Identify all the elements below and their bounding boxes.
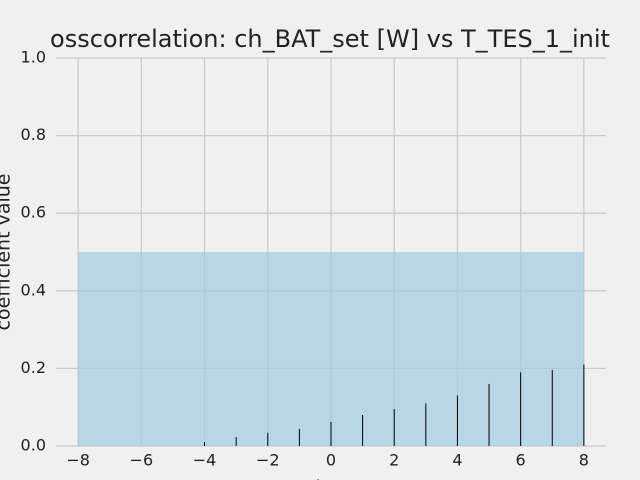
y-tick-label: 0.2: [21, 358, 46, 377]
x-tick-label: 6: [516, 451, 526, 470]
x-tick-label: 8: [579, 451, 589, 470]
x-tick-label: 2: [389, 451, 399, 470]
y-tick-label: 0.6: [21, 203, 46, 222]
y-tick-label: 0.4: [21, 280, 46, 299]
x-tick-label: 0: [326, 451, 336, 470]
chart-title: osscorrelation: ch_BAT_set [W] vs T_TES_…: [50, 25, 610, 53]
confidence-band: [78, 252, 584, 446]
x-tick-label: −4: [193, 451, 217, 470]
x-axis-label: lag: [316, 477, 345, 480]
x-tick-label: −6: [130, 451, 154, 470]
y-tick-label: 0.0: [21, 436, 46, 455]
x-tick-label: 4: [452, 451, 462, 470]
x-tick-label: −8: [66, 451, 90, 470]
y-axis-label: coefficient value: [0, 174, 15, 331]
y-tick-label: 1.0: [21, 48, 46, 67]
x-tick-label: −2: [256, 451, 280, 470]
y-tick-label: 0.8: [21, 125, 46, 144]
